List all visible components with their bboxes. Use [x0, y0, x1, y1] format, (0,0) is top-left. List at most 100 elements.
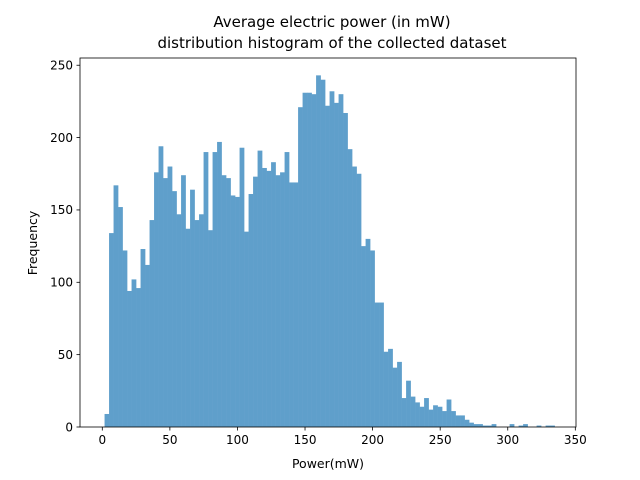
x-tick-label: 300: [496, 433, 519, 447]
histogram-bar: [406, 380, 411, 427]
histogram-bar: [127, 290, 132, 427]
histogram-bar: [167, 166, 173, 427]
histogram-bar: [158, 146, 164, 427]
histogram-bar: [145, 264, 150, 427]
y-tick-label: 250: [50, 59, 73, 73]
histogram-bar: [419, 406, 425, 427]
histogram-bar: [226, 178, 231, 427]
histogram-bar: [545, 425, 551, 427]
histogram-bar: [131, 279, 137, 427]
histogram-bar: [230, 195, 236, 427]
histogram-bar: [163, 178, 168, 427]
histogram-bar: [334, 102, 339, 428]
histogram-bar: [199, 214, 204, 427]
histogram-bar: [289, 182, 294, 427]
histogram-bar: [397, 361, 402, 427]
histogram-bar: [491, 424, 497, 427]
y-tick-label: 50: [58, 348, 73, 362]
histogram-bar: [235, 196, 240, 427]
histogram-bar: [410, 396, 416, 427]
y-tick-label: 200: [50, 131, 73, 145]
histogram-bar: [464, 419, 470, 427]
histogram-bar: [437, 406, 443, 427]
histogram-bar: [208, 230, 213, 427]
histogram-bar: [266, 170, 272, 427]
x-axis-label: Power(mW): [292, 456, 364, 471]
histogram-bar: [509, 424, 515, 427]
histogram-bar: [343, 112, 348, 428]
x-tick-label: 50: [162, 433, 177, 447]
histogram-bar: [280, 172, 285, 427]
histogram-bar: [455, 415, 461, 427]
histogram-bar: [104, 413, 110, 427]
histogram-bar: [325, 105, 330, 427]
histogram-bar: [136, 288, 141, 427]
histogram-bar: [379, 302, 384, 427]
histogram-bar: [176, 214, 182, 427]
histogram-bar: [338, 94, 344, 428]
histogram-bar: [365, 238, 371, 427]
histogram-bar: [262, 167, 267, 428]
histogram-bar: [487, 425, 492, 427]
histogram-bar: [370, 250, 375, 427]
bars-group: [104, 75, 555, 428]
histogram-bar: [361, 246, 366, 427]
histogram-bar: [284, 152, 290, 427]
histogram-bar: [383, 351, 389, 427]
histogram-bar: [181, 175, 186, 427]
x-tick-label: 250: [429, 433, 452, 447]
histogram-bar: [392, 367, 398, 427]
histogram-bar: [113, 185, 119, 427]
histogram-bar: [352, 166, 357, 427]
plot-frame: [79, 57, 577, 428]
histogram-bar: [221, 175, 227, 427]
histogram-bar: [356, 173, 362, 427]
histogram-bar: [140, 249, 146, 427]
histogram-bar: [253, 176, 258, 427]
histogram-bar: [388, 348, 393, 427]
histogram-bar: [424, 398, 429, 427]
histogram-bar: [172, 191, 177, 427]
histogram-bar: [433, 405, 438, 427]
histogram-bar: [185, 228, 191, 427]
x-tick-label: 100: [226, 433, 249, 447]
axes-group: 0 50 100 150 200 250 300 350 0 50 100 150 200 250: [50, 57, 587, 447]
histogram-bar: [401, 398, 407, 427]
histogram-bar: [415, 402, 420, 427]
histogram-bar: [329, 91, 335, 427]
histogram-bar: [473, 424, 479, 427]
histogram-bar: [451, 411, 456, 427]
histogram-bar: [374, 302, 380, 427]
histogram-bar: [212, 152, 218, 427]
histogram-bar: [307, 92, 312, 427]
histogram-bar: [302, 92, 308, 427]
histogram-bar: [122, 250, 128, 427]
histogram-bar: [271, 162, 276, 427]
histogram-bar: [518, 425, 524, 427]
histogram-bar: [118, 207, 123, 427]
histogram-bar: [154, 172, 159, 427]
x-tick-label: 0: [98, 433, 106, 447]
histogram-bar: [248, 194, 254, 427]
histogram-bar: [275, 175, 281, 427]
histogram-bar: [239, 147, 245, 427]
histogram-bar: [194, 220, 200, 427]
chart-title-line-1: Average electric power (in mW): [213, 13, 450, 31]
histogram-bar: [217, 141, 222, 427]
histogram-bar: [109, 233, 114, 427]
y-tick-label: 100: [50, 276, 73, 290]
x-tick-label: 350: [564, 433, 587, 447]
histogram-bar: [428, 409, 434, 427]
chart-title-line-2: distribution histogram of the collected …: [157, 34, 506, 52]
histogram-bar: [347, 149, 353, 427]
histogram-bar: [460, 415, 465, 427]
histogram-bar: [316, 75, 321, 428]
histogram-bar: [523, 424, 528, 427]
histogram-bar: [442, 411, 447, 427]
y-tick-label: 150: [50, 203, 73, 217]
histogram-bar: [149, 220, 155, 427]
x-tick-label: 150: [294, 433, 317, 447]
histogram-bar: [257, 150, 263, 428]
histogram-bar: [203, 152, 209, 427]
